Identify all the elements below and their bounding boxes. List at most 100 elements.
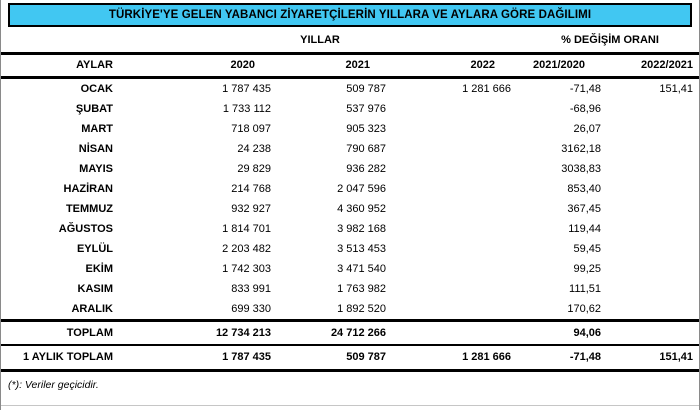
value-cell: 214 768	[231, 183, 271, 195]
month-label: ŞUBAT	[75, 103, 113, 115]
month-label: OCAK	[80, 83, 113, 95]
value-cell: 111,51	[569, 283, 602, 295]
table-row: TEMMUZ 932 927 4 360 952 367,45	[1, 199, 699, 219]
value-cell: 2 203 482	[222, 243, 271, 255]
month-label: MART	[81, 123, 113, 135]
value-cell	[609, 119, 699, 139]
total-row: TOPLAM 12 734 213 24 712 266 94,06	[1, 320, 699, 346]
value-cell: 905 323	[346, 123, 386, 135]
value-cell: 4 360 952	[337, 203, 386, 215]
value-cell: 936 282	[346, 163, 386, 175]
table-row: EYLÜL 2 203 482 3 513 453 59,45	[1, 239, 699, 259]
table-row: ARALIK 699 330 1 892 520 170,62	[1, 299, 699, 321]
value-cell: 790 687	[346, 143, 386, 155]
group-header-spacer	[1, 28, 121, 54]
value-cell: 367,45	[567, 203, 602, 215]
value-cell: 59,45	[573, 243, 602, 255]
value-cell: 718 097	[231, 123, 271, 135]
value-cell	[394, 99, 519, 119]
value-cell	[394, 119, 519, 139]
total-label: TOPLAM	[66, 327, 113, 339]
monthly-total-2022: 1 281 666	[462, 351, 512, 363]
value-cell: 833 991	[231, 283, 271, 295]
table-row: OCAK 1 787 435 509 787 1 281 666 -71,48 151,4…	[1, 78, 699, 100]
month-label: ARALIK	[71, 303, 113, 315]
month-label: EKİM	[85, 263, 114, 275]
value-cell	[609, 279, 699, 299]
monthly-total-label: 1 AYLIK TOPLAM	[22, 351, 113, 363]
value-cell: 1 892 520	[337, 303, 386, 315]
value-cell	[394, 159, 519, 179]
total-2022	[394, 321, 519, 346]
value-cell: 3 982 168	[337, 223, 386, 235]
value-cell	[609, 99, 699, 119]
table-row: HAZİRAN 214 768 2 047 596 853,40	[1, 179, 699, 199]
value-cell: 99,25	[573, 263, 602, 275]
group-header-row: YILLAR % DEĞİŞİM ORANI	[1, 28, 699, 54]
bottom-divider	[1, 405, 699, 406]
footnote: (*): Veriler geçicidir.	[8, 379, 99, 391]
value-cell: 699 330	[231, 303, 271, 315]
total-2021: 24 712 266	[330, 327, 386, 339]
value-cell	[394, 139, 519, 159]
value-cell	[394, 259, 519, 279]
table-title-bar: TÜRKİYE'YE GELEN YABANCI ZİYARETÇİLERİN …	[8, 3, 692, 27]
value-cell: 1 763 982	[337, 283, 386, 295]
monthly-total-change-2021-2020: -71,48	[569, 351, 602, 363]
value-cell: 24 238	[237, 143, 271, 155]
value-cell: -71,48	[569, 83, 602, 95]
column-header-months: AYLAR	[76, 59, 113, 71]
value-cell	[394, 199, 519, 219]
value-cell: 853,40	[567, 183, 602, 195]
value-cell: 1 787 435	[222, 83, 271, 95]
month-label: TEMMUZ	[65, 203, 113, 215]
value-cell: 537 976	[346, 103, 386, 115]
visitors-table: YILLAR % DEĞİŞİM ORANI AYLAR 2020 2021 2…	[1, 28, 699, 372]
total-change-2021-2020: 94,06	[573, 327, 602, 339]
table-row: AĞUSTOS 1 814 701 3 982 168 119,44	[1, 219, 699, 239]
table-row: KASIM 833 991 1 763 982 111,51	[1, 279, 699, 299]
value-cell: 932 927	[231, 203, 271, 215]
value-cell	[394, 279, 519, 299]
column-header-2022: 2022	[470, 59, 496, 71]
group-header-years: YILLAR	[300, 34, 340, 46]
table-title: TÜRKİYE'YE GELEN YABANCI ZİYARETÇİLERİN …	[108, 9, 592, 21]
value-cell	[609, 159, 699, 179]
table-row: MART 718 097 905 323 26,07	[1, 119, 699, 139]
value-cell	[394, 219, 519, 239]
total-change-2022-2021	[609, 321, 699, 346]
value-cell: 170,62	[567, 303, 602, 315]
month-label: NİSAN	[78, 143, 113, 155]
column-header-2022-2021: 2022/2021	[641, 59, 694, 71]
value-cell: -68,96	[569, 103, 602, 115]
value-cell: 3162,18	[561, 143, 602, 155]
column-header-2021-2020: 2021/2020	[533, 59, 586, 71]
month-rows: OCAK 1 787 435 509 787 1 281 666 -71,48 151,4…	[1, 78, 699, 321]
value-cell	[609, 299, 699, 321]
value-cell	[394, 179, 519, 199]
table-row: MAYIS 29 829 936 282 3038,83	[1, 159, 699, 179]
monthly-total-row: 1 AYLIK TOPLAM 1 787 435 509 787 1 281 6…	[1, 345, 699, 371]
table-row: ŞUBAT 1 733 112 537 976 -68,96	[1, 99, 699, 119]
month-label: AĞUSTOS	[58, 223, 113, 235]
value-cell: 1 281 666	[462, 83, 512, 95]
value-cell: 1 733 112	[222, 103, 271, 115]
month-label: KASIM	[77, 283, 113, 295]
monthly-total-change-2022-2021: 151,41	[659, 351, 694, 363]
column-header-row: AYLAR 2020 2021 2022 2021/2020 2022/2021	[1, 54, 699, 78]
value-cell	[609, 219, 699, 239]
value-cell	[394, 299, 519, 321]
table-row: EKİM 1 742 303 3 471 540 99,25	[1, 259, 699, 279]
value-cell: 3 471 540	[337, 263, 386, 275]
value-cell	[609, 199, 699, 219]
value-cell: 29 829	[237, 163, 271, 175]
value-cell: 2 047 596	[337, 183, 386, 195]
column-header-2020: 2020	[230, 59, 255, 71]
value-cell	[609, 259, 699, 279]
total-2020: 12 734 213	[215, 327, 271, 339]
value-cell	[609, 139, 699, 159]
month-label: EYLÜL	[76, 243, 113, 255]
value-cell	[609, 239, 699, 259]
value-cell: 3038,83	[561, 163, 602, 175]
